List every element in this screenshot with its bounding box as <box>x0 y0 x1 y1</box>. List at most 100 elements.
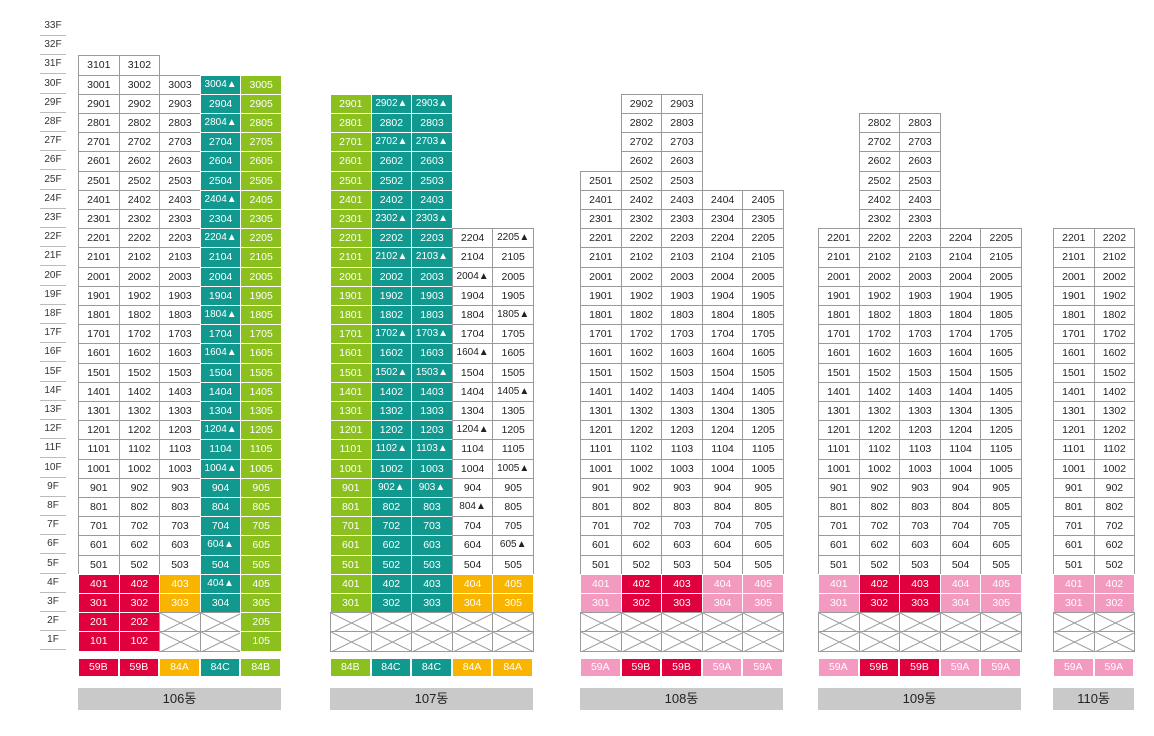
unit-701[interactable]: 701 <box>818 516 860 537</box>
unit-1001[interactable]: 1001 <box>580 458 622 479</box>
unit-603[interactable]: 603 <box>661 535 703 556</box>
unit-801[interactable]: 801 <box>330 497 372 518</box>
unit-503[interactable]: 503 <box>159 554 201 575</box>
unit-1601[interactable]: 1601 <box>580 343 622 364</box>
unit-602[interactable]: 602 <box>1093 535 1136 556</box>
unit-801[interactable]: 801 <box>818 497 860 518</box>
unit-2002[interactable]: 2002 <box>1093 266 1136 287</box>
unit-804[interactable]: 804 <box>701 497 744 518</box>
unit-1503[interactable]: 1503 <box>661 362 703 383</box>
unit-1902[interactable]: 1902 <box>1093 285 1136 306</box>
unit-502[interactable]: 502 <box>858 554 901 575</box>
unit-1503[interactable]: 1503▲ <box>411 362 453 383</box>
unit-1402[interactable]: 1402 <box>620 381 663 402</box>
unit-1602[interactable]: 1602 <box>370 343 413 364</box>
unit-1704[interactable]: 1704 <box>701 324 744 345</box>
unit-1404[interactable]: 1404 <box>451 381 494 402</box>
unit-905[interactable]: 905 <box>980 477 1022 498</box>
unit-2702[interactable]: 2702 <box>620 132 663 153</box>
unit-1101[interactable]: 1101 <box>1053 439 1095 460</box>
unit-2304[interactable]: 2304 <box>701 209 744 230</box>
unit-1203[interactable]: 1203 <box>899 420 941 441</box>
unit-101[interactable]: 101 <box>78 631 120 652</box>
unit-1202[interactable]: 1202 <box>620 420 663 441</box>
unit-404[interactable]: 404▲ <box>199 573 242 594</box>
unit-1002[interactable]: 1002 <box>1093 458 1136 479</box>
unit-2403[interactable]: 2403 <box>411 189 453 210</box>
unit-503[interactable]: 503 <box>899 554 941 575</box>
unit-1405[interactable]: 1405 <box>980 381 1022 402</box>
unit-1102[interactable]: 1102 <box>1093 439 1136 460</box>
unit-702[interactable]: 702 <box>858 516 901 537</box>
unit-2203[interactable]: 2203 <box>899 228 941 249</box>
unit-2404[interactable]: 2404 <box>701 189 744 210</box>
unit-305[interactable]: 305 <box>742 593 784 614</box>
unit-1901[interactable]: 1901 <box>78 285 120 306</box>
unit-1403[interactable]: 1403 <box>661 381 703 402</box>
unit-1302[interactable]: 1302 <box>620 401 663 422</box>
unit-1704[interactable]: 1704 <box>451 324 494 345</box>
unit-2903[interactable]: 2903 <box>159 93 201 114</box>
unit-2001[interactable]: 2001 <box>330 266 372 287</box>
unit-2405[interactable]: 2405 <box>240 189 282 210</box>
unit-1602[interactable]: 1602 <box>858 343 901 364</box>
unit-2203[interactable]: 2203 <box>411 228 453 249</box>
unit-1802[interactable]: 1802 <box>858 305 901 326</box>
unit-1305[interactable]: 1305 <box>492 401 534 422</box>
unit-1702[interactable]: 1702 <box>1093 324 1136 345</box>
unit-903[interactable]: 903 <box>661 477 703 498</box>
unit-802[interactable]: 802 <box>1093 497 1136 518</box>
unit-403[interactable]: 403 <box>411 573 453 594</box>
unit-1101[interactable]: 1101 <box>818 439 860 460</box>
unit-2701[interactable]: 2701 <box>330 132 372 153</box>
unit-1004[interactable]: 1004 <box>451 458 494 479</box>
unit-1803[interactable]: 1803 <box>411 305 453 326</box>
unit-304[interactable]: 304 <box>939 593 982 614</box>
unit-903[interactable]: 903▲ <box>411 477 453 498</box>
unit-1005[interactable]: 1005 <box>980 458 1022 479</box>
unit-2603[interactable]: 2603 <box>159 151 201 172</box>
unit-1805[interactable]: 1805 <box>742 305 784 326</box>
unit-1604[interactable]: 1604 <box>701 343 744 364</box>
unit-1601[interactable]: 1601 <box>818 343 860 364</box>
unit-2003[interactable]: 2003 <box>661 266 703 287</box>
unit-2101[interactable]: 2101 <box>330 247 372 268</box>
unit-1203[interactable]: 1203 <box>411 420 453 441</box>
unit-702[interactable]: 702 <box>118 516 161 537</box>
unit-301[interactable]: 301 <box>78 593 120 614</box>
unit-2201[interactable]: 2201 <box>330 228 372 249</box>
unit-1501[interactable]: 1501 <box>818 362 860 383</box>
unit-305[interactable]: 305 <box>980 593 1022 614</box>
unit-2401[interactable]: 2401 <box>78 189 120 210</box>
unit-2505[interactable]: 2505 <box>240 170 282 191</box>
unit-702[interactable]: 702 <box>620 516 663 537</box>
unit-1204[interactable]: 1204 <box>939 420 982 441</box>
unit-303[interactable]: 303 <box>411 593 453 614</box>
unit-1003[interactable]: 1003 <box>661 458 703 479</box>
unit-1002[interactable]: 1002 <box>118 458 161 479</box>
unit-1205[interactable]: 1205 <box>742 420 784 441</box>
unit-1105[interactable]: 1105 <box>980 439 1022 460</box>
unit-2001[interactable]: 2001 <box>818 266 860 287</box>
unit-601[interactable]: 601 <box>330 535 372 556</box>
unit-1903[interactable]: 1903 <box>159 285 201 306</box>
unit-1205[interactable]: 1205 <box>980 420 1022 441</box>
unit-802[interactable]: 802 <box>620 497 663 518</box>
unit-605[interactable]: 605 <box>980 535 1022 556</box>
unit-404[interactable]: 404 <box>701 573 744 594</box>
unit-901[interactable]: 901 <box>580 477 622 498</box>
unit-1105[interactable]: 1105 <box>492 439 534 460</box>
unit-2704[interactable]: 2704 <box>199 132 242 153</box>
unit-905[interactable]: 905 <box>742 477 784 498</box>
unit-2302[interactable]: 2302 <box>858 209 901 230</box>
unit-1805[interactable]: 1805▲ <box>492 305 534 326</box>
unit-1402[interactable]: 1402 <box>1093 381 1136 402</box>
unit-2302[interactable]: 2302▲ <box>370 209 413 230</box>
unit-3101[interactable]: 3101 <box>78 55 120 76</box>
unit-1605[interactable]: 1605 <box>492 343 534 364</box>
unit-2305[interactable]: 2305 <box>240 209 282 230</box>
unit-701[interactable]: 701 <box>1053 516 1095 537</box>
unit-703[interactable]: 703 <box>411 516 453 537</box>
unit-2501[interactable]: 2501 <box>330 170 372 191</box>
unit-2105[interactable]: 2105 <box>742 247 784 268</box>
